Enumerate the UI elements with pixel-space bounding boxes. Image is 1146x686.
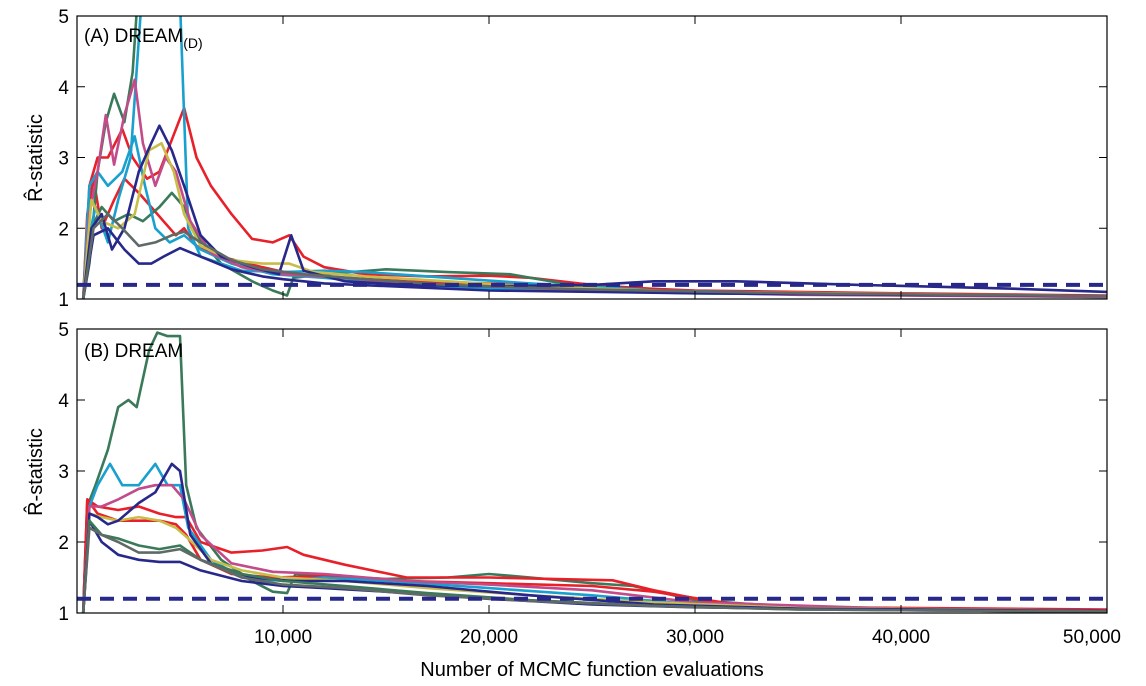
series-line-b-5	[81, 483, 1107, 613]
series-line-a-4	[81, 191, 1107, 299]
y-tick-label-a-5: 5	[58, 7, 69, 28]
plot-frame-a	[76, 15, 1108, 300]
x-tick-label-b-40000: 40,000	[872, 627, 930, 648]
series-line-a-6	[81, 135, 1107, 299]
x-axis-title: Number of MCMC function evaluations	[420, 659, 763, 681]
y-tick-label-b-1: 1	[58, 604, 69, 625]
y-axis-title-a: R̂-statistic	[24, 114, 47, 202]
y-tick-label-a-2: 2	[58, 219, 69, 240]
y-tick-label-a-3: 3	[58, 149, 69, 170]
series-line-b-10	[81, 526, 1107, 613]
y-tick-label-b-4: 4	[58, 391, 69, 412]
series-line-a-8	[81, 142, 1107, 299]
y-tick-label-b-3: 3	[58, 462, 69, 483]
y-axis-title-b: R̂-statistic	[24, 428, 47, 516]
x-tick-label-b-50000: 50,000	[1063, 627, 1121, 648]
series-line-a-5	[81, 16, 1107, 299]
series-line-a-1	[81, 177, 1107, 299]
x-tick-label-b-10000: 10,000	[254, 627, 312, 648]
y-tick-label-b-2: 2	[58, 533, 69, 554]
panel-a: 1 2 3 4 5 (A) DREAM(D) R̂-statistic	[24, 7, 1108, 311]
y-tick-label-b-5: 5	[58, 320, 69, 341]
series-line-b-7	[81, 462, 1107, 613]
series-group-a	[81, 16, 1107, 299]
series-line-a-7	[81, 78, 1107, 299]
x-tick-label-b-30000: 30,000	[666, 627, 724, 648]
y-tick-label-a-1: 1	[58, 290, 69, 311]
series-line-b-4	[81, 462, 1107, 613]
panel-label-b: (B) DREAM	[84, 341, 183, 362]
panel-label-a: (A) DREAM(D)	[84, 26, 203, 51]
panel-label-subscript-a: (D)	[183, 35, 202, 51]
series-group-b	[81, 331, 1107, 613]
panel-b: 1 2 3 4 5 10,000 20,000 30,000 40,000 50,000 (B) …	[24, 320, 1121, 648]
x-tick-label-b-20000: 20,000	[460, 627, 518, 648]
y-tick-label-a-4: 4	[58, 78, 69, 99]
series-line-a-10	[81, 227, 1107, 299]
series-line-b-2	[81, 498, 1107, 613]
series-line-a-11	[81, 212, 1107, 299]
ticks-a: 1 2 3 4 5	[58, 7, 1108, 311]
ticks-b: 1 2 3 4 5 10,000 20,000 30,000 40,000 50,000	[58, 320, 1121, 648]
